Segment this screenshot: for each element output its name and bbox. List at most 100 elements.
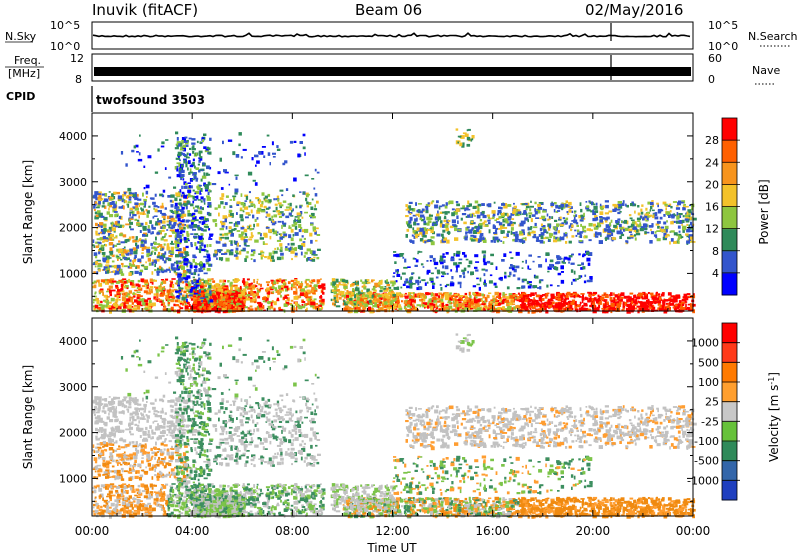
data-cell [567, 213, 570, 215]
data-cell [109, 214, 114, 218]
data-cell [200, 297, 205, 299]
data-cell [673, 240, 677, 244]
data-cell [175, 260, 178, 265]
data-cell [684, 296, 688, 301]
data-cell [531, 214, 536, 217]
data-cell [300, 227, 303, 229]
data-cell [310, 239, 313, 244]
data-cell [405, 204, 408, 208]
data-cell [98, 193, 102, 195]
data-cell [289, 202, 292, 207]
data-cell [147, 230, 151, 234]
data-cell [184, 285, 188, 290]
data-cell [647, 215, 650, 218]
data-cell [179, 253, 184, 257]
data-cell [278, 211, 283, 215]
data-cell [96, 238, 101, 241]
data-cell [618, 294, 622, 297]
data-cell [441, 233, 444, 237]
data-cell [192, 151, 195, 154]
data-cell [203, 289, 207, 292]
data-cell [634, 210, 636, 214]
data-cell [187, 239, 190, 242]
data-cell [436, 213, 440, 217]
data-cell [624, 227, 629, 231]
data-cell [679, 201, 684, 204]
data-cell [248, 238, 253, 241]
data-cell [317, 309, 320, 311]
data-cell [156, 272, 160, 276]
cpid-value: twofsound 3503 [96, 93, 205, 107]
data-cell [676, 306, 679, 309]
sky-left-tick-top: 10^5 [50, 19, 80, 32]
data-cell [141, 255, 144, 259]
data-cell [444, 224, 449, 228]
data-cell [651, 203, 654, 208]
data-cell [274, 287, 277, 291]
data-cell [442, 236, 445, 239]
data-cell [140, 202, 145, 206]
data-cell [158, 285, 161, 288]
data-cell [128, 194, 133, 197]
data-cell [613, 301, 616, 304]
data-cell [146, 246, 150, 249]
data-cell [251, 228, 254, 231]
data-cell [154, 208, 158, 213]
data-cell [407, 304, 411, 308]
data-cell [186, 289, 190, 292]
data-cell [412, 227, 415, 230]
data-cell [413, 299, 416, 301]
data-cell [105, 260, 110, 264]
data-cell [257, 232, 261, 235]
data-cell [650, 301, 654, 305]
data-cell [199, 262, 203, 267]
data-cell [176, 165, 179, 170]
data-cell [203, 272, 208, 275]
data-cell [186, 254, 190, 257]
data-cell [101, 304, 106, 308]
data-cell [172, 284, 175, 289]
data-cell [174, 282, 179, 285]
data-cell [649, 304, 652, 306]
data-cell [279, 278, 282, 281]
data-cell [165, 298, 168, 300]
data-cell [314, 204, 316, 208]
data-cell [124, 285, 129, 289]
data-cell [304, 228, 309, 233]
data-cell [160, 248, 164, 251]
data-cell [144, 307, 149, 310]
data-cell [125, 195, 128, 199]
data-cell [175, 254, 180, 258]
data-cell [616, 303, 622, 307]
data-cell [388, 308, 391, 313]
data-cell [240, 226, 245, 230]
data-cell [635, 223, 639, 228]
data-cell [313, 256, 316, 259]
data-cell [103, 294, 108, 298]
data-cell [102, 235, 106, 240]
data-cell [293, 219, 295, 224]
data-cell [224, 216, 228, 219]
data-cell [604, 294, 609, 299]
data-cell [529, 232, 534, 234]
data-cell [238, 302, 243, 306]
data-cell [143, 279, 148, 283]
data-cell [175, 143, 179, 146]
data-cell [312, 291, 316, 295]
data-cell [118, 298, 121, 301]
data-cell [470, 234, 475, 237]
data-cell [231, 284, 235, 288]
data-cell [100, 215, 105, 218]
data-cell [180, 146, 183, 150]
data-cell [627, 306, 632, 310]
data-cell [149, 290, 153, 294]
data-cell [464, 297, 469, 299]
data-cell [502, 223, 505, 227]
data-cell [238, 294, 243, 297]
data-cell [567, 206, 572, 209]
data-cell [418, 292, 422, 295]
data-cell [186, 268, 189, 272]
data-cell [311, 258, 316, 262]
data-cell [207, 282, 212, 286]
data-cell [149, 278, 153, 283]
